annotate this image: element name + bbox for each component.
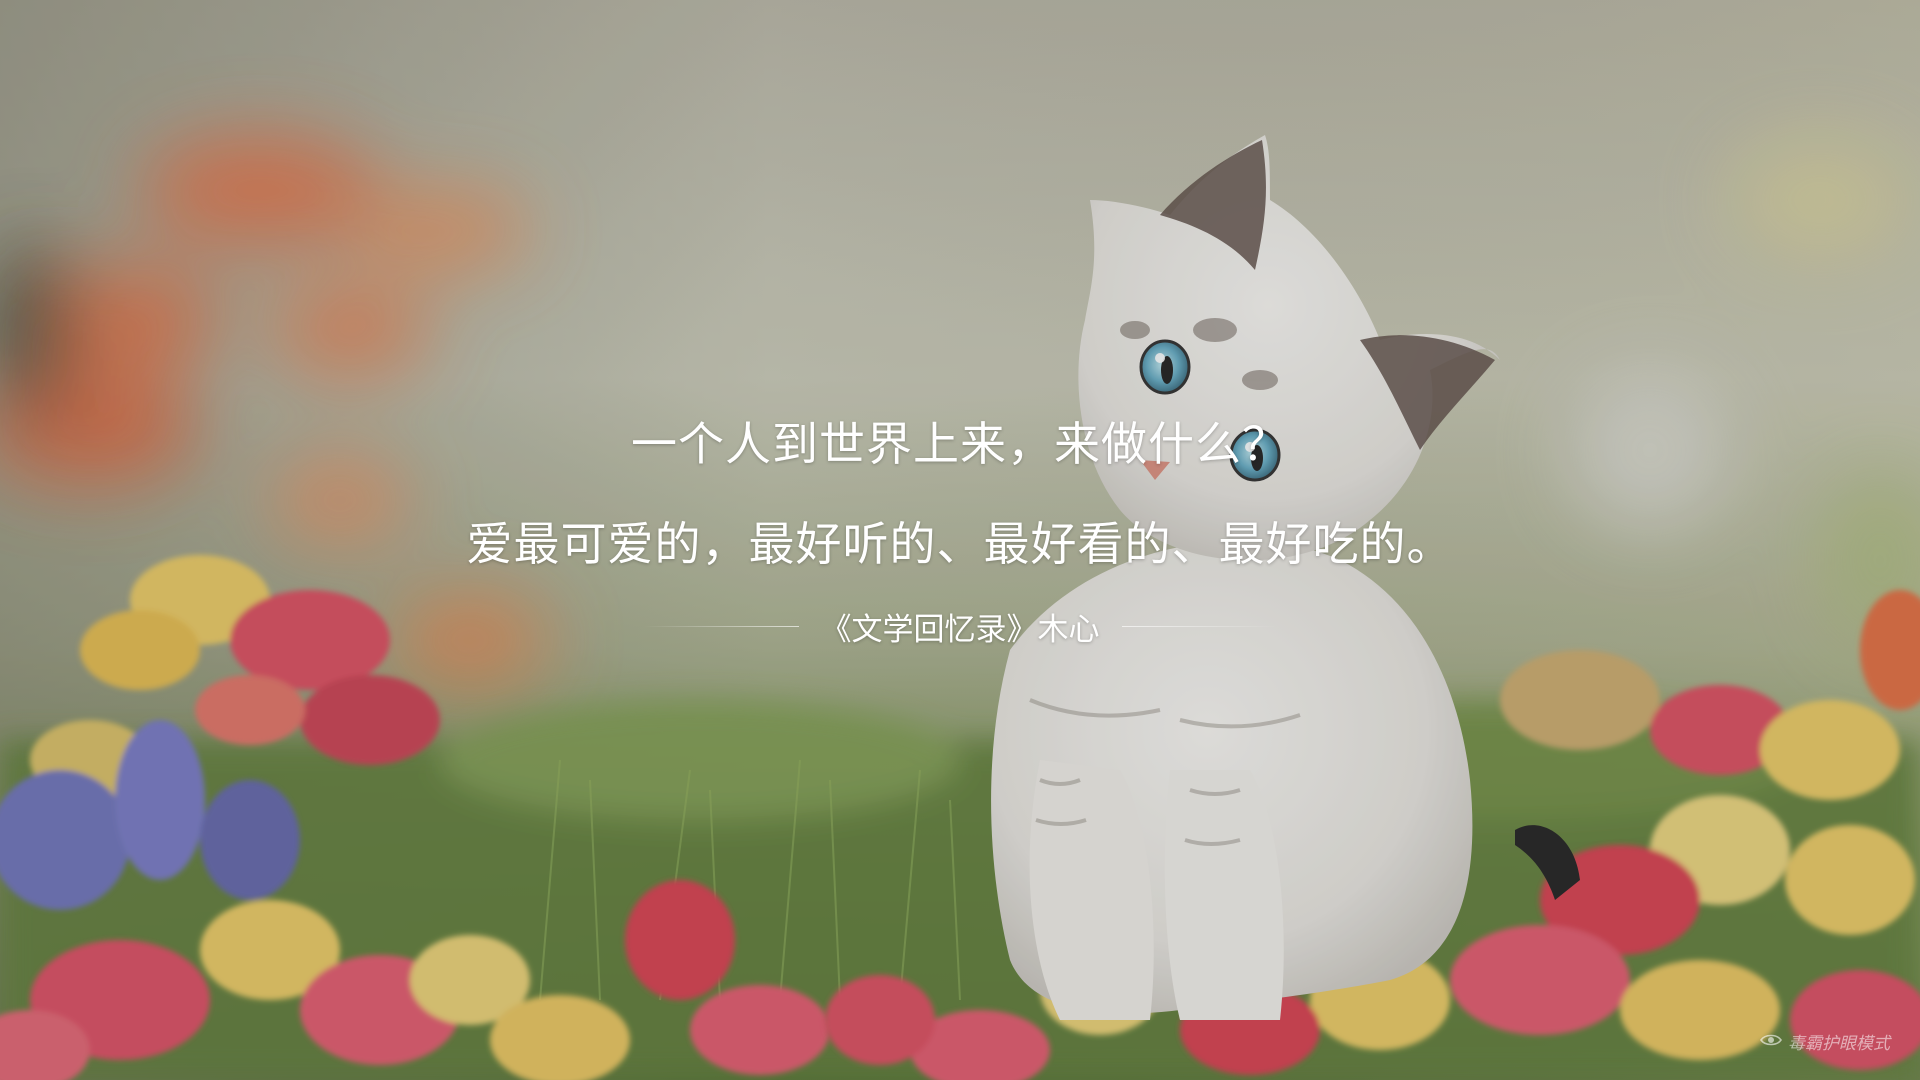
quote-line-1: 一个人到世界上来，来做什么？ (631, 417, 1289, 471)
divider-left (643, 626, 799, 627)
divider-right (1121, 626, 1277, 627)
quote-source-text: 《文学回忆录》木心 (820, 612, 1100, 648)
quote-source: 《文学回忆录》木心 (0, 604, 1920, 649)
eye-protection-mode-button[interactable]: 毒霸护眼模式 (1760, 1029, 1890, 1054)
quote-line-2: 爱最可爱的，最好听的、最好看的、最好吃的。 (466, 517, 1454, 571)
eye-icon (1760, 1032, 1788, 1052)
kitten (991, 135, 1500, 1020)
eye-protection-mode-label: 毒霸护眼模式 (1788, 1034, 1890, 1054)
